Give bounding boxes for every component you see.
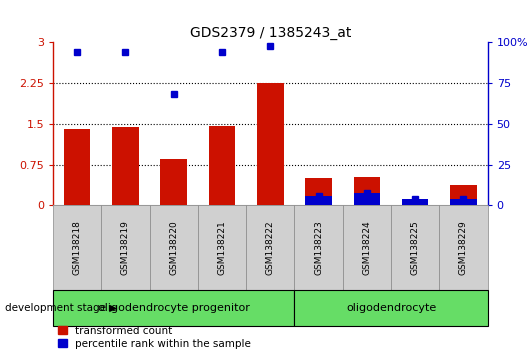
Bar (450, 185, 477, 205)
Text: GSM138218: GSM138218 (73, 220, 82, 275)
Text: GSM138220: GSM138220 (169, 221, 178, 275)
Text: GSM138222: GSM138222 (266, 221, 275, 275)
Bar (450, 199, 477, 205)
Bar (112, 127, 139, 205)
Text: oligodendrocyte: oligodendrocyte (346, 303, 436, 313)
Bar (354, 177, 380, 205)
Text: GSM138229: GSM138229 (459, 221, 468, 275)
Text: development stage ▶: development stage ▶ (5, 303, 118, 313)
Text: GSM138219: GSM138219 (121, 220, 130, 275)
Bar (402, 199, 428, 205)
Bar (257, 83, 284, 205)
Title: GDS2379 / 1385243_at: GDS2379 / 1385243_at (190, 26, 351, 40)
Text: GSM138221: GSM138221 (217, 221, 226, 275)
Text: GSM138223: GSM138223 (314, 221, 323, 275)
Bar (64, 129, 91, 205)
Bar (209, 126, 235, 205)
Bar (402, 199, 428, 205)
Bar (161, 159, 187, 205)
Bar (354, 193, 380, 205)
Bar (305, 195, 332, 205)
Text: GSM138225: GSM138225 (411, 221, 420, 275)
Bar (305, 178, 332, 205)
Legend: transformed count, percentile rank within the sample: transformed count, percentile rank withi… (58, 326, 251, 349)
Text: oligodendrocyte progenitor: oligodendrocyte progenitor (98, 303, 250, 313)
Text: GSM138224: GSM138224 (363, 221, 372, 275)
